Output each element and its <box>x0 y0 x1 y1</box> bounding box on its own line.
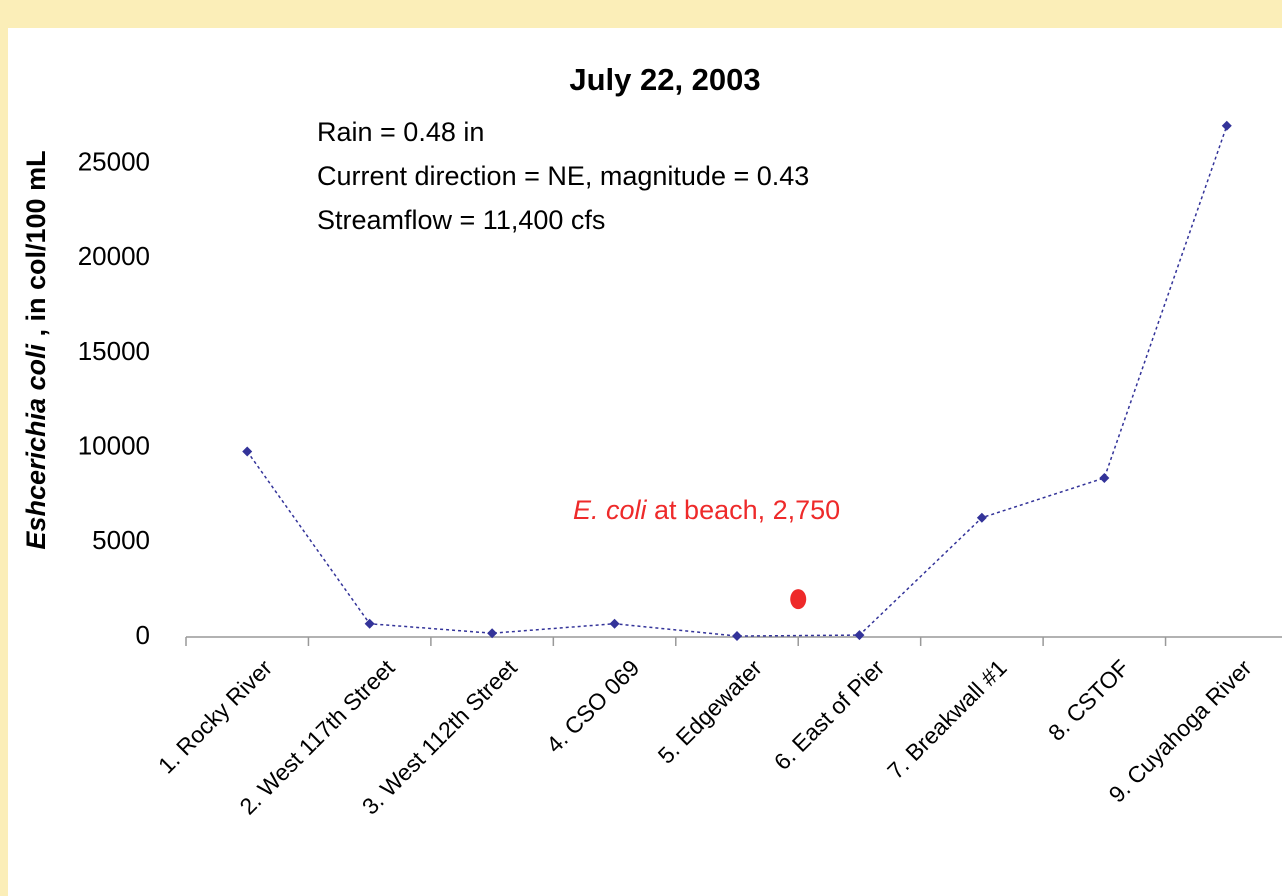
data-point <box>732 631 742 642</box>
data-point <box>609 618 620 629</box>
y-tick-label: 5000 <box>92 525 150 555</box>
y-tick-label: 20000 <box>78 241 150 271</box>
chart-title: July 22, 2003 <box>569 62 760 97</box>
data-point <box>487 628 498 639</box>
beach-rest: at beach, 2,750 <box>647 495 841 525</box>
data-point <box>242 446 253 457</box>
note: Streamflow = 11,400 cfs <box>317 205 605 235</box>
y-axis-label: Eshcerichia coli , in col/100 mL <box>21 150 51 549</box>
data-point <box>1099 472 1110 483</box>
note: Rain = 0.48 in <box>317 117 484 147</box>
beach-italic: E. coli <box>573 495 648 525</box>
y-label-italic: Eshcerichia coli <box>21 343 51 549</box>
data-point <box>854 630 865 641</box>
beach-annotation: E. coli at beach, 2,750 <box>573 495 840 525</box>
y-tick-label: 15000 <box>78 336 150 366</box>
note: Current direction = NE, magnitude = 0.43 <box>317 161 809 191</box>
y-tick-label: 0 <box>136 620 150 650</box>
data-point <box>1221 120 1232 131</box>
data-point <box>364 618 375 629</box>
y-label-rest: , in col/100 mL <box>21 150 51 344</box>
series-line <box>246 125 1228 637</box>
y-tick-label: 10000 <box>78 431 150 461</box>
data-point <box>976 512 987 523</box>
y-tick-label: 25000 <box>78 147 150 177</box>
beach-point <box>790 589 807 610</box>
chart-area <box>8 28 1282 896</box>
